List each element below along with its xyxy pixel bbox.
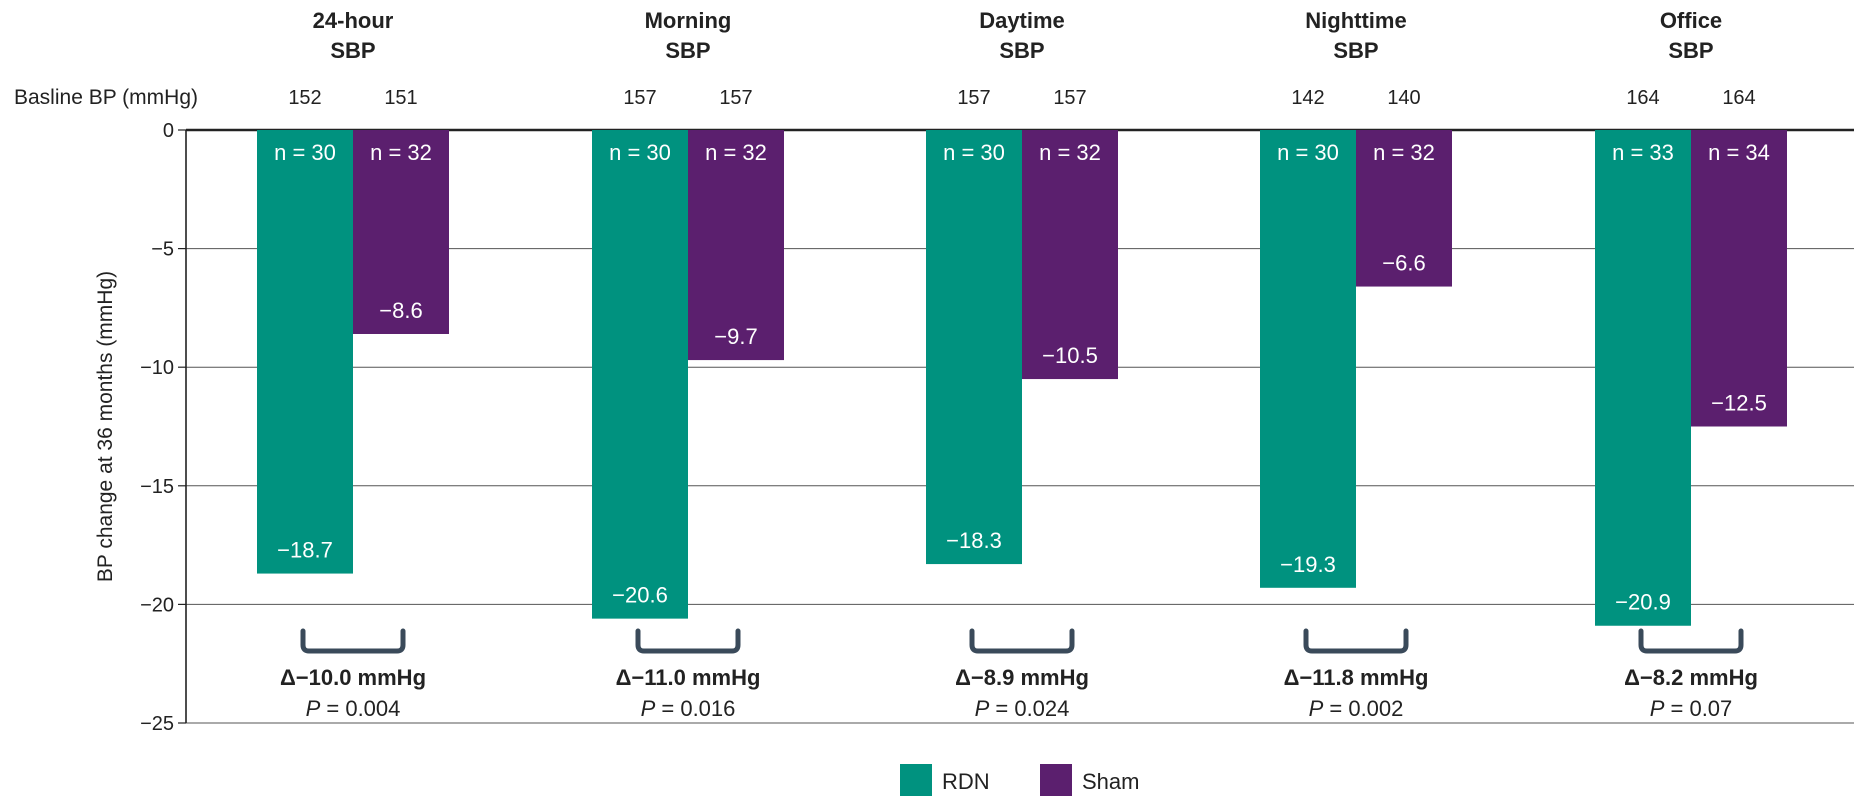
- p-value: = 0.002: [1323, 696, 1403, 721]
- difference-bracket: [1638, 628, 1744, 654]
- category-title: Nighttime: [1305, 8, 1406, 33]
- rdn-bar: [257, 130, 353, 574]
- category-title: 24-hour: [313, 8, 394, 33]
- value-label: −12.5: [1711, 391, 1767, 416]
- p-value-label: P = 0.07: [1650, 696, 1733, 721]
- value-label: −6.6: [1382, 251, 1425, 276]
- value-label: −9.7: [714, 324, 757, 349]
- rdn-bar: [1260, 130, 1356, 588]
- rdn-bar: [926, 130, 1022, 565]
- category-subtitle: SBP: [999, 38, 1044, 63]
- baseline-bp-value: 164: [1626, 87, 1659, 109]
- value-label: −20.9: [1615, 590, 1671, 615]
- sham-bar: [353, 130, 449, 334]
- p-value-label: P = 0.016: [641, 696, 736, 721]
- baseline-bp-value: 157: [1053, 87, 1086, 109]
- category-subtitle: SBP: [665, 38, 710, 63]
- n-label: n = 32: [1373, 140, 1435, 165]
- value-label: −18.3: [946, 528, 1002, 553]
- delta-label: Δ−8.2 mmHg: [1624, 665, 1758, 690]
- baseline-bp-value: 142: [1291, 87, 1324, 109]
- n-label: n = 33: [1612, 140, 1674, 165]
- n-label: n = 30: [943, 140, 1005, 165]
- sham-bar: [1691, 130, 1787, 427]
- baseline-bp-value: 151: [384, 87, 417, 109]
- p-value: = 0.07: [1664, 696, 1732, 721]
- p-symbol: P: [975, 696, 990, 721]
- category-title: Daytime: [979, 8, 1065, 33]
- legend-label: Sham: [1082, 769, 1139, 794]
- value-label: −8.6: [379, 298, 422, 323]
- category-subtitle: SBP: [1333, 38, 1378, 63]
- category-title: Office: [1660, 8, 1722, 33]
- legend-label: RDN: [942, 769, 990, 794]
- n-label: n = 34: [1708, 140, 1770, 165]
- sham-bar: [1356, 130, 1452, 287]
- y-tick-label: −15: [140, 476, 174, 498]
- rdn-bar: [1595, 130, 1691, 626]
- y-tick-label: −25: [140, 713, 174, 735]
- baseline-bp-value: 157: [719, 87, 752, 109]
- n-label: n = 32: [370, 140, 432, 165]
- p-symbol: P: [641, 696, 656, 721]
- p-value-label: P = 0.024: [975, 696, 1070, 721]
- delta-label: Δ−8.9 mmHg: [955, 665, 1089, 690]
- p-symbol: P: [1309, 696, 1324, 721]
- n-label: n = 30: [274, 140, 336, 165]
- value-label: −10.5: [1042, 343, 1098, 368]
- p-value: = 0.024: [989, 696, 1069, 721]
- baseline-bp-value: 140: [1387, 87, 1420, 109]
- delta-label: Δ−11.0 mmHg: [616, 665, 761, 690]
- p-symbol: P: [1650, 696, 1665, 721]
- rdn-bar: [592, 130, 688, 619]
- rdn-legend-swatch: [900, 764, 932, 796]
- p-value: = 0.004: [320, 696, 400, 721]
- p-value-label: P = 0.002: [1309, 696, 1404, 721]
- category-title: Morning: [645, 8, 732, 33]
- baseline-bp-value: 157: [623, 87, 656, 109]
- baseline-bp-value: 164: [1722, 87, 1755, 109]
- value-label: −20.6: [612, 583, 668, 608]
- category-subtitle: SBP: [1668, 38, 1713, 63]
- baseline-row-label: Basline BP (mmHg): [14, 86, 198, 109]
- n-label: n = 32: [1039, 140, 1101, 165]
- delta-label: Δ−11.8 mmHg: [1284, 665, 1429, 690]
- sham-bar: [688, 130, 784, 361]
- difference-bracket: [969, 628, 1075, 654]
- baseline-bp-value: 152: [288, 87, 321, 109]
- difference-bracket: [635, 628, 741, 654]
- y-tick-label: −10: [140, 357, 174, 379]
- baseline-bp-value: 157: [957, 87, 990, 109]
- category-subtitle: SBP: [330, 38, 375, 63]
- delta-label: Δ−10.0 mmHg: [280, 665, 426, 690]
- n-label: n = 30: [609, 140, 671, 165]
- sham-bar: [1022, 130, 1118, 380]
- value-label: −18.7: [277, 538, 333, 563]
- p-symbol: P: [306, 696, 321, 721]
- difference-bracket: [300, 628, 406, 654]
- y-tick-label: −20: [140, 594, 174, 616]
- p-value: = 0.016: [655, 696, 735, 721]
- n-label: n = 30: [1277, 140, 1339, 165]
- sham-legend-swatch: [1040, 764, 1072, 796]
- y-tick-label: 0: [163, 120, 174, 142]
- p-value-label: P = 0.004: [306, 696, 401, 721]
- y-tick-label: −5: [151, 239, 174, 261]
- value-label: −19.3: [1280, 552, 1336, 577]
- y-axis-title: BP change at 36 months (mmHg): [94, 271, 117, 582]
- difference-bracket: [1303, 628, 1409, 654]
- n-label: n = 32: [705, 140, 767, 165]
